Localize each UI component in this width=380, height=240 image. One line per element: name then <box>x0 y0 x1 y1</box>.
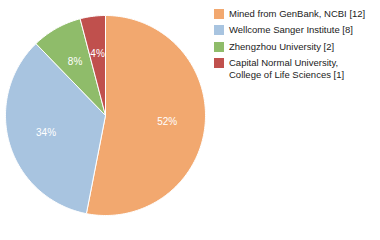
svg-text:52%: 52% <box>157 116 177 127</box>
svg-text:4%: 4% <box>90 48 105 59</box>
html-text:Mined from GenBank, NCBI [12]: Mined from GenBank, NCBI [12] <box>229 8 366 19</box>
html-text:Capital Normal University, Col: Capital Normal University, College of Li… <box>229 57 345 80</box>
html-text:Wellcome Sanger Institute [8]: Wellcome Sanger Institute [8] <box>229 24 353 36</box>
html-text:Zhengzhou University [2]: Zhengzhou University [2] <box>229 40 335 52</box>
svg-text:8%: 8% <box>68 56 83 67</box>
svg-text:34%: 34% <box>36 127 56 138</box>
